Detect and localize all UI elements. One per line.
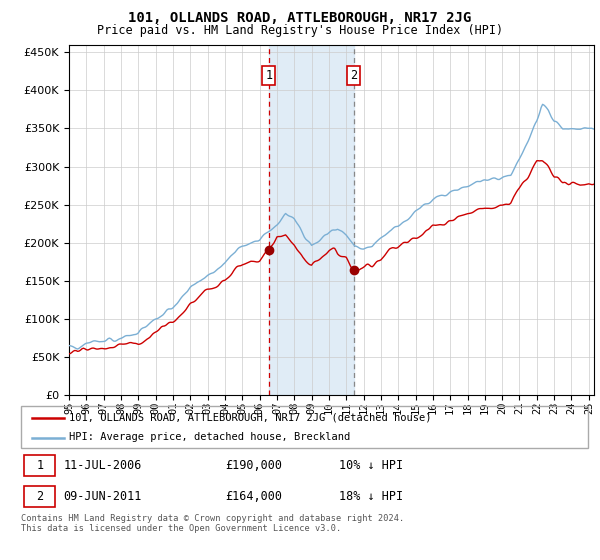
Text: 1: 1 bbox=[265, 69, 272, 82]
Text: HPI: Average price, detached house, Breckland: HPI: Average price, detached house, Brec… bbox=[69, 432, 350, 442]
Text: £190,000: £190,000 bbox=[225, 459, 282, 472]
Bar bbox=[269, 45, 354, 395]
FancyBboxPatch shape bbox=[24, 455, 55, 476]
Text: 2: 2 bbox=[350, 69, 358, 82]
Text: 09-JUN-2011: 09-JUN-2011 bbox=[64, 490, 142, 503]
Text: 11-JUL-2006: 11-JUL-2006 bbox=[64, 459, 142, 472]
Text: 101, OLLANDS ROAD, ATTLEBOROUGH, NR17 2JG (detached house): 101, OLLANDS ROAD, ATTLEBOROUGH, NR17 2J… bbox=[69, 413, 431, 423]
Text: 10% ↓ HPI: 10% ↓ HPI bbox=[338, 459, 403, 472]
Text: 2: 2 bbox=[36, 490, 43, 503]
Text: £164,000: £164,000 bbox=[225, 490, 282, 503]
Text: 101, OLLANDS ROAD, ATTLEBOROUGH, NR17 2JG: 101, OLLANDS ROAD, ATTLEBOROUGH, NR17 2J… bbox=[128, 11, 472, 25]
Text: 18% ↓ HPI: 18% ↓ HPI bbox=[338, 490, 403, 503]
Text: Contains HM Land Registry data © Crown copyright and database right 2024.
This d: Contains HM Land Registry data © Crown c… bbox=[21, 514, 404, 534]
Text: Price paid vs. HM Land Registry's House Price Index (HPI): Price paid vs. HM Land Registry's House … bbox=[97, 24, 503, 36]
FancyBboxPatch shape bbox=[24, 486, 55, 507]
Text: 1: 1 bbox=[36, 459, 43, 472]
